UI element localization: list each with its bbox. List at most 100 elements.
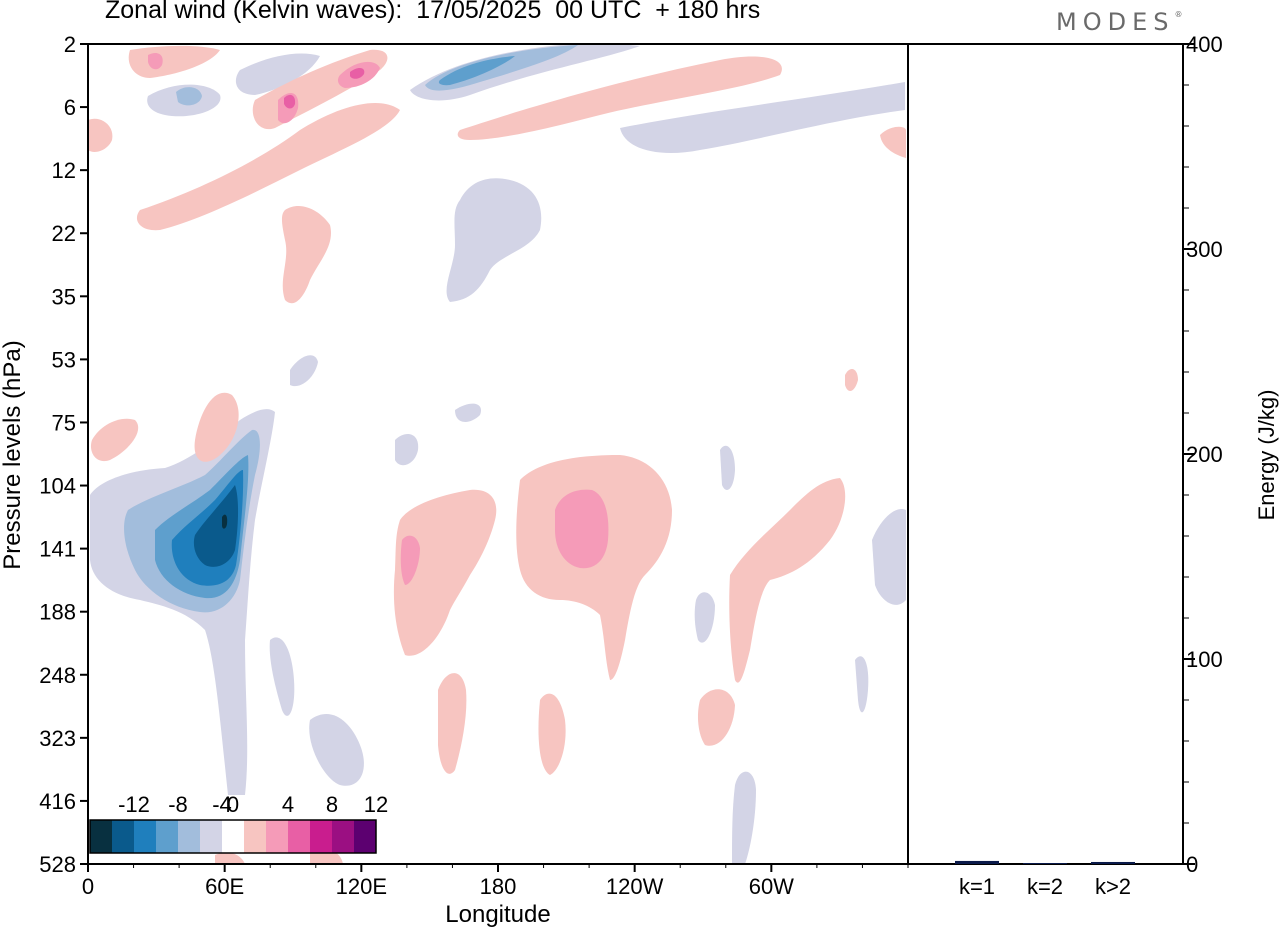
colorbar-tick-label: 12 (364, 792, 388, 817)
energy-bars: k=1 k=2 k>2 (955, 860, 1135, 899)
contour-neg14-core (222, 514, 228, 529)
energy-axis: 0 100 200 300 400 (1183, 32, 1223, 877)
energy-tick-label: 300 (1186, 237, 1223, 262)
contour-neg6-upper-left (176, 87, 202, 106)
modes-logo: MODES® (1056, 8, 1183, 36)
contour-pos-141-central (516, 455, 672, 680)
contour-pos6-upper-3 (148, 53, 163, 70)
y-tick-label: 6 (64, 95, 76, 120)
y-tick-label: 323 (39, 726, 76, 751)
y-tick-label: 416 (39, 789, 76, 814)
contour-neg-upper-right-band (620, 82, 905, 154)
y-tick-label: 528 (39, 852, 76, 877)
colorbar-tick-label: -4 (212, 792, 232, 817)
contour-neg-small-e (269, 637, 295, 716)
colorbar-swatch (90, 820, 112, 853)
y-tick-label: 75 (52, 410, 76, 435)
contour-pos-column-22 (281, 205, 331, 304)
contour-neg-small-c (855, 656, 869, 713)
y-tick-label: 188 (39, 600, 76, 625)
y-tick-label: 12 (52, 158, 76, 183)
contour-pos-bottom-a (215, 852, 245, 864)
colorbar-tick-label: 0 (227, 792, 239, 817)
colorbar-tick-label: -8 (168, 792, 188, 817)
contour-neg8-stratosphere (438, 56, 515, 86)
colorbar-swatch (266, 820, 288, 853)
x-tick-label: 180 (480, 874, 517, 899)
y-tick-label: 248 (39, 663, 76, 688)
contour-neg-small-a (395, 434, 419, 466)
contour-neg-dropout-1 (694, 592, 715, 643)
energy-tick-label: 400 (1186, 32, 1223, 57)
contour-neg-stratosphere-band (410, 44, 640, 101)
contour-neg-dropout-2 (732, 771, 756, 864)
y-axis: 2 6 12 22 35 53 75 104 141 188 248 323 416 528 (39, 32, 88, 877)
contour-pos-left-edge (88, 118, 113, 152)
contour-field (88, 44, 906, 864)
y-tick-label: 35 (52, 284, 76, 309)
colorbar-swatch (156, 820, 178, 853)
colorbar-tick-label: -12 (118, 792, 150, 817)
energy-tick-label: 200 (1186, 442, 1223, 467)
y-tick-label: 2 (64, 32, 76, 57)
contour-pos-right-edge (880, 126, 906, 158)
contour-pos6-west (400, 535, 420, 585)
chart-title: Zonal wind (Kelvin waves): 17/05/2025 00… (105, 0, 761, 24)
energy-tick-label: 0 (1186, 852, 1198, 877)
contour-pos8-upper-2 (350, 68, 365, 79)
contour-pos-lower-b (538, 693, 566, 775)
colorbar-swatch (134, 820, 156, 853)
energy-category-label: k>2 (1095, 874, 1131, 899)
contour-pos-lower-c (697, 689, 735, 746)
contour-neg-plume-22 (446, 178, 542, 302)
energy-category-label: k=2 (1027, 874, 1063, 899)
y-axis-label: Pressure levels (hPa) (0, 340, 26, 569)
colorbar-frame (89, 819, 377, 854)
colorbar-swatch (112, 820, 134, 853)
colorbar-swatch (244, 820, 266, 853)
x-axis: 0 60E 120E 180 120W 60W (82, 864, 909, 899)
energy-tick-label: 100 (1186, 647, 1223, 672)
contour-pos6-central (555, 489, 609, 569)
contour-neg-upper-strip (235, 53, 320, 95)
y-tick-label: 141 (39, 537, 76, 562)
contour-neg-lower-strip (309, 714, 364, 786)
colorbar: -12 -8 -40 4 8 12 (89, 792, 388, 854)
contour-pos-141-east (729, 478, 846, 683)
x-tick-label: 120E (336, 874, 387, 899)
colorbar-swatch (310, 820, 332, 853)
contour-neg-small-f (720, 445, 735, 490)
y-tick-label: 53 (52, 347, 76, 372)
contour-neg12-main (193, 485, 239, 567)
colorbar-swatch (200, 820, 222, 853)
energy-bar (1023, 863, 1067, 864)
contour-pos-small-53 (845, 368, 858, 392)
y-tick-label: 22 (52, 221, 76, 246)
x-axis-label: Longitude (445, 901, 550, 928)
contour-neg-small-b (455, 403, 481, 422)
colorbar-swatch (354, 820, 376, 853)
contour-neg-small-d (290, 355, 318, 387)
energy-bar (955, 860, 999, 864)
energy-bar (1091, 861, 1135, 864)
colorbar-tick-label: 8 (326, 792, 338, 817)
contour-pos-upper-left (128, 45, 220, 78)
x-tick-label: 0 (82, 874, 94, 899)
colorbar-swatch (178, 820, 200, 853)
y-tick-label: 104 (39, 474, 76, 499)
x-tick-label: 120W (606, 874, 664, 899)
contour-pos-stratosphere-band (457, 56, 782, 140)
contour-pos-lower-a (438, 673, 467, 774)
contour-neg-right-edge (872, 509, 906, 605)
contour-pos-75-left (90, 418, 139, 462)
contour-pos-141-west (393, 489, 497, 656)
x-tick-label: 60E (205, 874, 244, 899)
energy-category-label: k=1 (959, 874, 995, 899)
contour-pos8-upper-1 (284, 94, 296, 109)
colorbar-swatch (288, 820, 310, 853)
contour-pos-75-plume (194, 392, 239, 462)
x-tick-label: 60W (749, 874, 794, 899)
energy-axis-label: Energy (J/kg) (1254, 390, 1279, 521)
colorbar-swatch (222, 820, 244, 853)
